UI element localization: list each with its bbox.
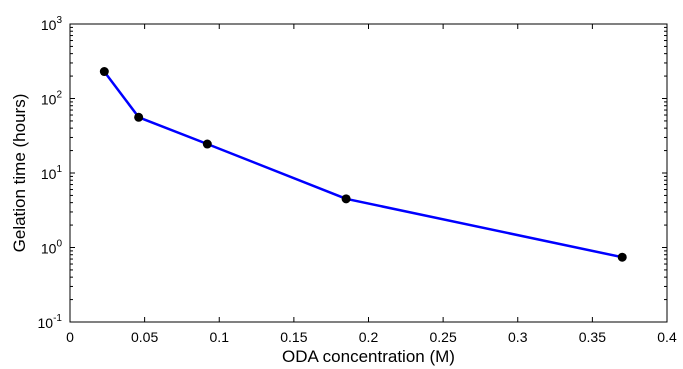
data-point (617, 252, 627, 262)
x-axis-title: ODA concentration (M) (282, 347, 455, 366)
x-tick-label: 0.2 (359, 329, 379, 345)
series-layer (99, 67, 627, 262)
x-tick-label: 0.25 (430, 329, 457, 345)
x-tick-label: 0.4 (657, 329, 677, 345)
y-tick-label: 100 (41, 239, 63, 257)
data-point (99, 67, 109, 77)
data-point (202, 139, 212, 149)
y-tick-label: 101 (41, 164, 63, 182)
y-tick-label: 103 (41, 15, 63, 33)
x-axis-ticks: 0 0.05 0.1 0.15 0.2 0.25 0.3 0.35 0.4 (66, 24, 677, 345)
x-tick-label: 0.1 (210, 329, 230, 345)
y-tick-label: 102 (41, 90, 63, 108)
plot-area (69, 23, 668, 323)
x-tick-label: 0.05 (131, 329, 158, 345)
x-tick-label: 0.35 (579, 329, 606, 345)
y-axis-ticks: 10-1 100 101 102 103 (38, 15, 667, 331)
x-tick-label: 0.3 (508, 329, 528, 345)
data-point (341, 194, 351, 204)
data-point (134, 112, 144, 122)
x-tick-label: 0.15 (280, 329, 307, 345)
y-tick-label: 10-1 (38, 313, 63, 331)
x-tick-label: 0 (66, 329, 74, 345)
y-axis-title: Gelation time (hours) (10, 94, 29, 253)
